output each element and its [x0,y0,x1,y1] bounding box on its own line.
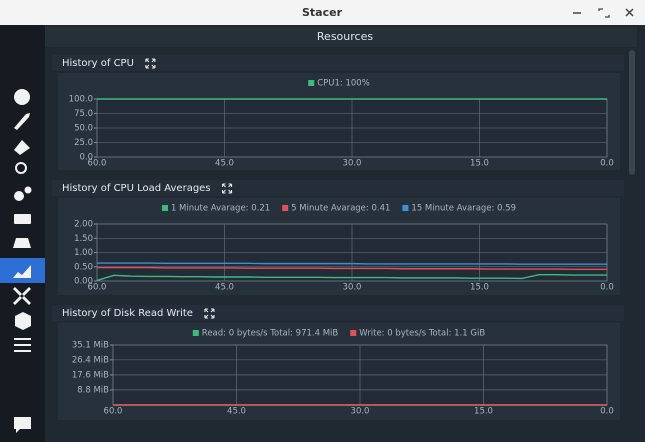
y-tick-label: 0.0 [79,153,93,163]
x-tick-label: 15.0 [474,407,493,417]
packages-icon[interactable] [15,312,31,330]
series-line [97,262,607,265]
window-title: Stacer [302,6,343,19]
legend-swatch [350,330,357,336]
scrollbar-thumb[interactable] [629,50,635,175]
sidebar [0,25,45,442]
y-tick-label: 26.4 MiB [72,355,109,365]
series-line [97,266,607,271]
legend-swatch [161,205,168,211]
y-tick-label: 100.0 [69,95,93,105]
panel-header [52,55,624,71]
cleaner-icon[interactable] [14,140,30,155]
x-tick-label: 15.0 [470,283,489,293]
panel-header [52,180,624,196]
y-tick-label: 17.6 MiB [72,370,109,380]
y-tick-label: 25.0 [74,138,93,148]
panel-title: History of CPU [62,58,134,69]
legend-item: CPU1: 100% [308,79,370,89]
y-tick-label: 1.50 [74,234,93,244]
x-tick-label: 0.0 [600,283,614,293]
x-tick-label: 30.0 [351,407,370,417]
x-tick-label: 45.0 [215,159,234,169]
legend-label: CPU1: 100% [317,79,370,89]
x-tick-label: 45.0 [227,407,246,417]
services-icon-small [24,186,32,194]
legend-swatch [282,205,289,211]
resources-icon [13,265,31,278]
legend-item: 1 Minute Avarage: 0.21 [161,204,270,214]
legend-swatch [402,205,409,211]
panel-title: History of Disk Read Write [62,308,193,319]
x-tick-label: 60.0 [88,159,107,169]
legend-label: Write: 0 bytes/s Total: 1.1 GiB [359,329,485,339]
x-tick-label: 60.0 [88,283,107,293]
legend-label: Read: 0 bytes/s Total: 971.4 MiB [202,329,339,339]
x-tick-label: 30.0 [343,159,362,169]
section-header [45,27,637,47]
series-line [96,274,607,282]
expand-icon[interactable] [221,183,233,194]
x-tick-label: 60.0 [104,407,123,417]
x-tick-label: 45.0 [215,283,234,293]
y-tick-label: 75.0 [74,109,93,119]
panel-header [52,305,624,321]
expand-icon[interactable] [145,58,156,69]
services-icon[interactable] [14,191,24,201]
legend-item: 15 Minute Avarage: 0.59 [402,204,516,214]
x-tick-label: 15.0 [470,159,489,169]
legend-label: 15 Minute Avarage: 0.59 [411,204,516,214]
charts: History of CPU CPU1: 100% 100.0 75.0 50.0 25.… [52,55,624,420]
legend-label: 5 Minute Avarage: 0.41 [291,204,390,214]
feedback-icon[interactable] [14,417,31,433]
y-tick-label: 1.00 [74,248,93,258]
search-icon[interactable] [15,162,27,174]
dashboard-icon[interactable] [14,89,30,105]
x-tick-label: 0.0 [600,159,614,169]
title-bar [0,0,645,25]
sidebar-icons [0,89,45,433]
legend-item: 5 Minute Avarage: 0.41 [282,204,390,214]
y-tick-label: 0.00 [74,277,93,287]
maximize-button[interactable] [598,8,610,18]
x-tick-label: 30.0 [343,283,362,293]
settings-icon[interactable] [14,338,31,352]
y-tick-label: 0.50 [74,262,93,272]
x-tick-label: 0.0 [600,407,614,417]
legend-item: Write: 0 bytes/s Total: 1.1 GiB [350,329,485,339]
y-tick-label: 8.8 MiB [77,385,109,395]
processes-icon[interactable] [14,214,31,224]
startup-icon[interactable] [14,113,30,130]
close-button[interactable] [625,8,634,17]
y-tick-label: 2.00 [74,220,93,230]
y-tick-label: 50.0 [74,124,93,134]
panel-title: History of CPU Load Averages [62,183,211,194]
resources-active[interactable] [0,258,45,283]
y-tick-label: 35.1 MiB [72,341,109,351]
legend-item: Read: 0 bytes/s Total: 971.4 MiB [192,329,339,339]
legend-swatch [192,330,199,336]
uninstaller-icon[interactable] [13,238,31,248]
tools-icon[interactable] [13,287,31,305]
legend-swatch [308,80,315,86]
section-title: Resources [317,30,373,43]
expand-icon[interactable] [204,308,215,319]
legend-label: 1 Minute Avarage: 0.21 [171,204,270,214]
